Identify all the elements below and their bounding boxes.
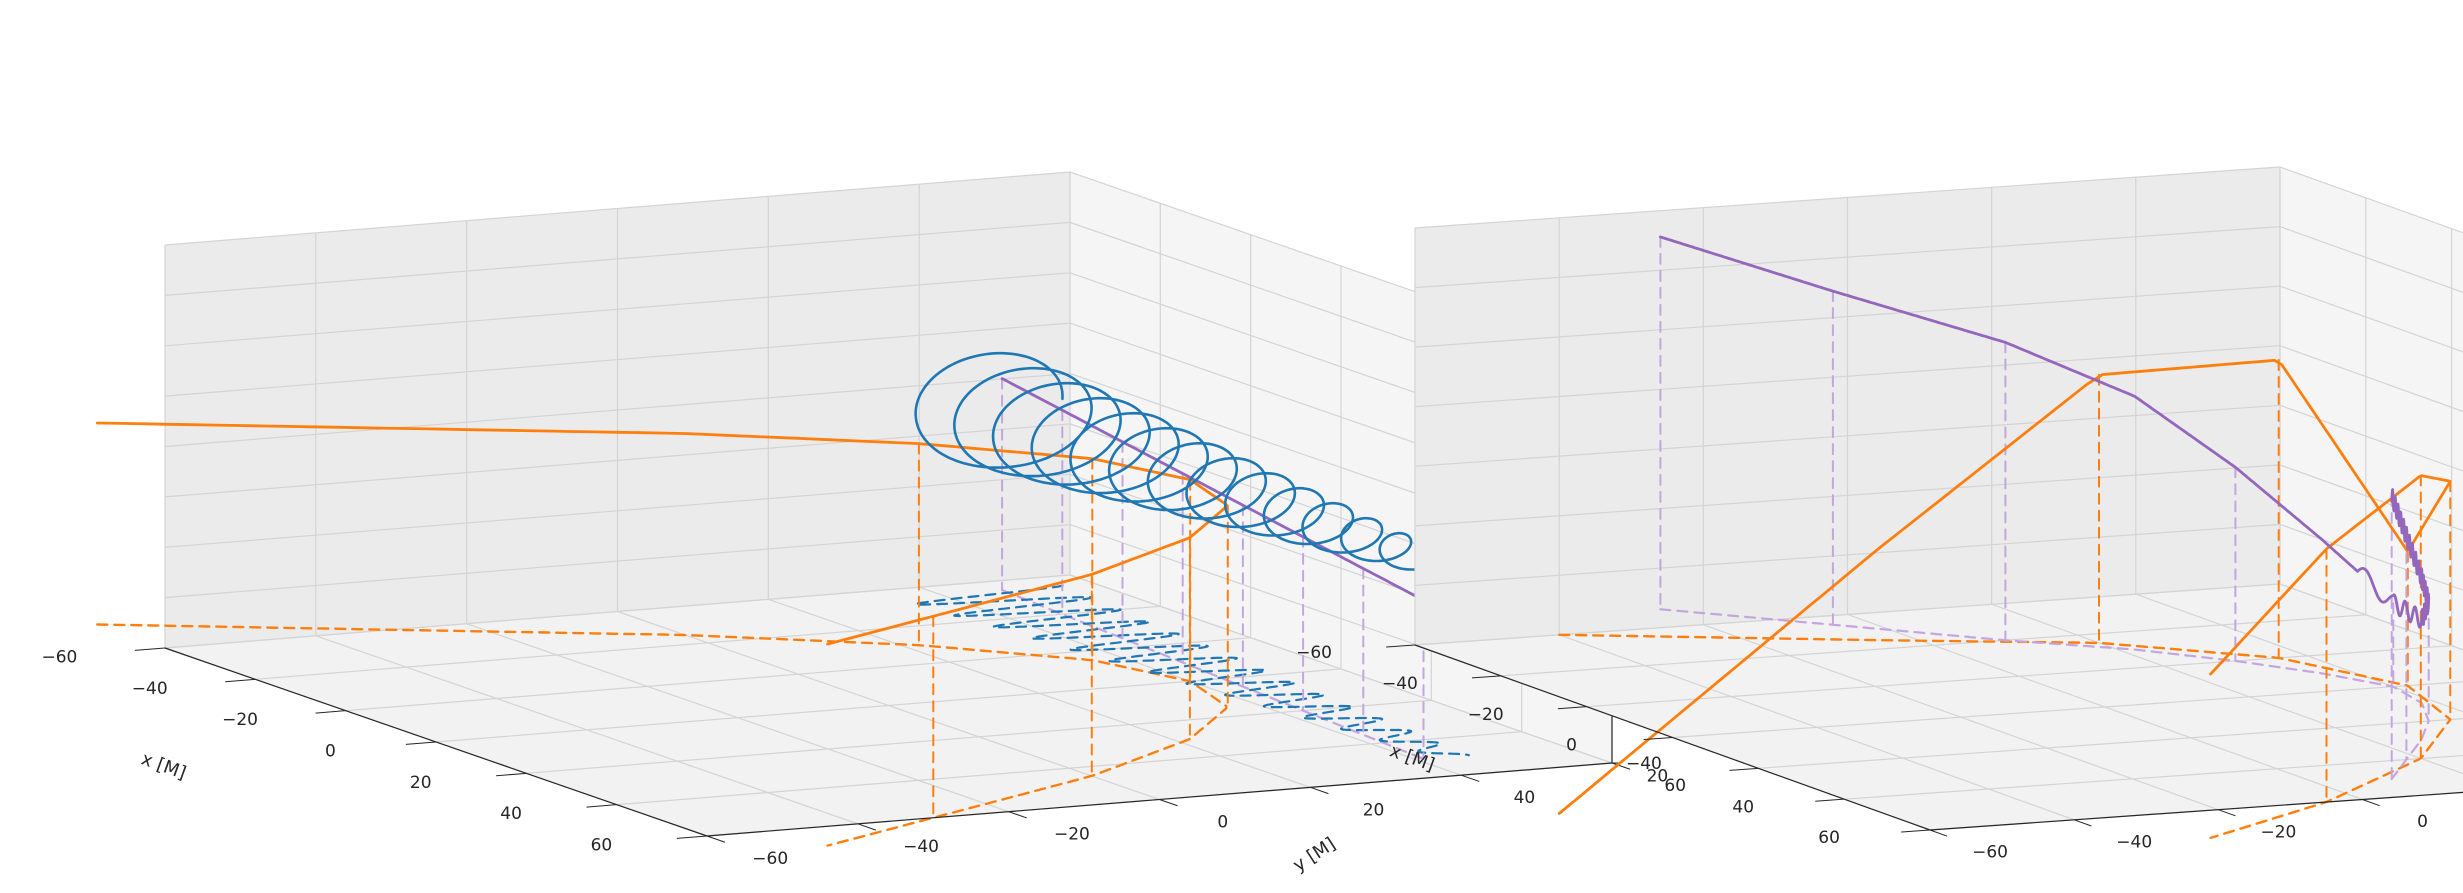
- grid-line-z: [1414, 166, 2463, 234]
- orange-curve: [95, 421, 1228, 646]
- x-tick-label: −20: [222, 710, 258, 730]
- y-tick-label: −40: [903, 837, 939, 857]
- y-tick: [1611, 762, 1631, 770]
- y-tick-label: −20: [2260, 822, 2296, 842]
- grid-line-z: [1414, 404, 2463, 472]
- x-tick-label: −40: [1382, 674, 1418, 694]
- y-tick: [857, 823, 877, 831]
- x-tick: [225, 678, 256, 683]
- blue-helix: [914, 351, 1471, 580]
- axes: −60−40−200204060−60−40−200204060−1.0−0.8…: [1296, 643, 2463, 863]
- x-tick-label: −60: [41, 648, 77, 668]
- orange-curve: [1557, 358, 2452, 815]
- grid-line-z: [1414, 464, 2463, 532]
- x-tick-label: 40: [500, 804, 522, 824]
- y-tick-label: −60: [1972, 843, 2008, 863]
- z-tick-label: −40: [1626, 754, 1662, 774]
- grid-line-z: [1414, 285, 2463, 353]
- x-tick-label: 0: [325, 742, 336, 762]
- y-tick: [2362, 799, 2380, 807]
- grid-line-z: [164, 574, 1613, 764]
- y-tick-label: −40: [2116, 832, 2152, 852]
- y-tick: [1461, 774, 1480, 782]
- x-tick-label: −60: [1296, 643, 1332, 663]
- x-tick: [1643, 737, 1673, 741]
- x-tick-label: 0: [1566, 736, 1577, 756]
- grid-line-z: [1414, 583, 2463, 651]
- floor-pane: [1415, 584, 2463, 830]
- y-tick: [2218, 809, 2236, 817]
- x-tick: [586, 804, 617, 808]
- x-tick: [1471, 675, 1501, 679]
- grid-line-z: [1414, 225, 2463, 293]
- x-tick-label: 40: [1732, 797, 1754, 817]
- x-tick: [676, 835, 708, 839]
- y-tick: [2073, 819, 2092, 827]
- purple-curve: [1659, 235, 2431, 629]
- y-tick-label: 60: [1664, 776, 1686, 796]
- x-tick-label: 60: [591, 836, 613, 856]
- back-pane: [2280, 167, 2463, 650]
- x-tick: [1901, 829, 1931, 833]
- x-tick-label: 60: [1818, 828, 1840, 848]
- x-axis-label: x [M]: [138, 749, 188, 784]
- y-axis-label: y [M]: [1289, 834, 1339, 877]
- y-tick-label: −20: [1054, 825, 1090, 845]
- x-tick: [496, 772, 527, 777]
- axis-panes: [1414, 166, 2463, 831]
- y-tick-label: 0: [2417, 812, 2428, 832]
- y-tick: [706, 835, 726, 843]
- x-tick: [315, 710, 346, 714]
- y-tick-label: 0: [1217, 812, 1228, 832]
- x-tick: [1815, 798, 1845, 802]
- x-tick: [134, 647, 166, 651]
- x-tick: [1557, 706, 1587, 710]
- y-tick: [1008, 811, 1027, 819]
- y-tick: [1159, 799, 1178, 807]
- grid-line-z: [1414, 345, 2463, 413]
- grid-line-z: [1414, 523, 2463, 591]
- x-tick-label: 20: [410, 773, 432, 793]
- x-tick: [1729, 767, 1759, 771]
- y-tick-label: 40: [1514, 788, 1536, 808]
- x-tick-label: 20: [1647, 766, 1669, 786]
- y-tick-label: −60: [752, 849, 788, 869]
- y-tick: [1929, 829, 1948, 837]
- x-tick-label: −20: [1468, 705, 1504, 725]
- x-tick: [1386, 644, 1416, 648]
- y-tick: [1310, 786, 1329, 795]
- blue-helix-projection: [914, 584, 1470, 757]
- y-tick-label: 20: [1363, 800, 1385, 820]
- x-tick: [405, 741, 437, 745]
- x-tick-label: −40: [132, 679, 168, 699]
- purple-curve-projection: [1001, 589, 1425, 760]
- orange-curve-projection: [96, 623, 1228, 847]
- chart-right: −60−40−200204060−60−40−200204060−1.0−0.8…: [1296, 166, 2463, 863]
- purple-curve-projection: [1659, 608, 2430, 781]
- purple-curve: [1000, 377, 1425, 602]
